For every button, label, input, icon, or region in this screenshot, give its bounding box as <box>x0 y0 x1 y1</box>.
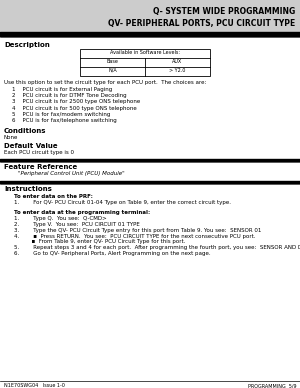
Text: ▪  From Table 9, enter QV- PCU Circuit Type for this port.: ▪ From Table 9, enter QV- PCU Circuit Ty… <box>14 239 185 244</box>
Text: 3.        Type the QV- PCU Circuit Type entry for this port from Table 9. You se: 3. Type the QV- PCU Circuit Type entry f… <box>14 228 261 233</box>
Text: N/A: N/A <box>108 68 117 73</box>
Text: Use this option to set the circuit type for each PCU port.  The choices are:: Use this option to set the circuit type … <box>4 80 206 85</box>
Text: 3    PCU circuit is for 2500 type ONS telephone: 3 PCU circuit is for 2500 type ONS telep… <box>12 99 140 104</box>
Text: To enter data at the programming terminal:: To enter data at the programming termina… <box>14 210 150 215</box>
Text: Conditions: Conditions <box>4 128 46 134</box>
Text: Default Value: Default Value <box>4 143 58 149</box>
Text: AUX: AUX <box>172 59 183 64</box>
Text: 6.        Go to QV- Peripheral Ports, Alert Programming on the next page.: 6. Go to QV- Peripheral Ports, Alert Pro… <box>14 251 211 256</box>
Text: 4    PCU circuit is for 500 type ONS telephone: 4 PCU circuit is for 500 type ONS teleph… <box>12 106 137 111</box>
Text: Instructions: Instructions <box>4 186 52 192</box>
Text: 1.        For QV- PCU Circuit 01-04 Type on Table 9, enter the correct circuit t: 1. For QV- PCU Circuit 01-04 Type on Tab… <box>14 200 231 205</box>
Bar <box>80 49 210 76</box>
Text: None: None <box>4 135 18 140</box>
Text: Q- SYSTEM WIDE PROGRAMMING: Q- SYSTEM WIDE PROGRAMMING <box>153 7 295 16</box>
Text: Feature Reference: Feature Reference <box>4 164 77 170</box>
Text: Description: Description <box>4 42 50 48</box>
Text: 5    PCU is for fax/modem switching: 5 PCU is for fax/modem switching <box>12 112 110 117</box>
Text: Available in Software Levels:: Available in Software Levels: <box>110 50 180 55</box>
Text: 4.        ▪  Press RETURN.  You see:  PCU CIRCUIT TYPE for the next consecutive : 4. ▪ Press RETURN. You see: PCU CIRCUIT … <box>14 234 256 239</box>
Text: Each PCU circuit type is 0: Each PCU circuit type is 0 <box>4 150 74 155</box>
Text: N1E70SWG04   Issue 1-0: N1E70SWG04 Issue 1-0 <box>4 383 65 388</box>
Text: 2    PCU circuit is for DTMF Tone Decoding: 2 PCU circuit is for DTMF Tone Decoding <box>12 93 127 98</box>
Text: To enter data on the PRF:: To enter data on the PRF: <box>14 194 93 199</box>
Text: QV- PERIPHERAL PORTS, PCU CIRCUIT TYPE: QV- PERIPHERAL PORTS, PCU CIRCUIT TYPE <box>108 19 295 28</box>
Text: 6    PCU is for fax/telephone switching: 6 PCU is for fax/telephone switching <box>12 118 117 123</box>
Text: PROGRAMMING  5/9: PROGRAMMING 5/9 <box>248 383 296 388</box>
Text: 1.        Type Q.  You see:  Q-CMD>: 1. Type Q. You see: Q-CMD> <box>14 216 107 221</box>
Text: > Y2.0: > Y2.0 <box>169 68 186 73</box>
Bar <box>0 0 300 32</box>
Text: "Peripheral Control Unit (PCU) Module": "Peripheral Control Unit (PCU) Module" <box>18 171 124 176</box>
Text: Base: Base <box>106 59 119 64</box>
Text: 5.        Repeat steps 3 and 4 for each port.  After programming the fourth port: 5. Repeat steps 3 and 4 for each port. A… <box>14 245 300 250</box>
Text: 1    PCU circuit is for External Paging: 1 PCU circuit is for External Paging <box>12 87 112 92</box>
Text: 2.        Type V.  You see:  PCU CIRCUIT 01 TYPE: 2. Type V. You see: PCU CIRCUIT 01 TYPE <box>14 222 140 227</box>
